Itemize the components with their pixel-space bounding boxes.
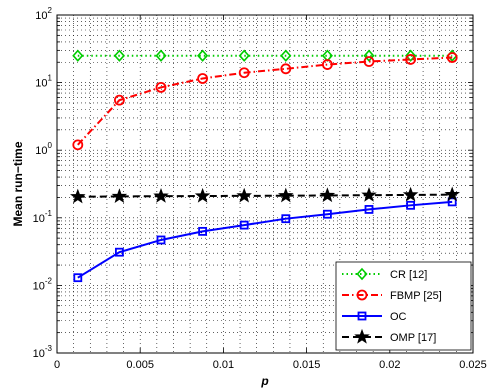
data-point xyxy=(444,186,460,202)
data-point xyxy=(155,49,167,62)
legend-label: OC xyxy=(390,311,407,323)
data-point xyxy=(70,188,86,204)
legend-label: CR [12] xyxy=(390,269,427,281)
data-point xyxy=(447,197,457,207)
data-point xyxy=(280,63,292,75)
x-tick-label: 0.025 xyxy=(459,359,487,371)
x-tick-label: 0.015 xyxy=(293,359,321,371)
data-point xyxy=(322,209,332,219)
grid xyxy=(57,15,473,353)
y-axis-label: Mean run−time xyxy=(11,141,25,226)
data-point xyxy=(363,49,375,62)
x-axis-label: p xyxy=(260,374,268,388)
y-tick-label: 102 xyxy=(35,6,52,22)
y-tick-label: 10-1 xyxy=(33,209,53,225)
series-2 xyxy=(73,197,457,283)
legend-marker xyxy=(356,289,368,301)
legend: CR [12] FBMP [25] OC OMP [17] xyxy=(335,261,472,351)
data-point xyxy=(319,187,336,203)
y-tick-label: 100 xyxy=(35,141,52,157)
data-point xyxy=(197,49,209,62)
data-point xyxy=(402,186,419,202)
data-point xyxy=(198,226,208,236)
plot-frame xyxy=(56,14,474,354)
series-3 xyxy=(70,186,460,204)
data-point xyxy=(361,187,377,202)
data-point xyxy=(405,54,417,65)
data-point xyxy=(238,49,250,62)
data-point xyxy=(278,187,294,203)
y-tick-label: 10-3 xyxy=(33,344,53,360)
data-point xyxy=(194,187,211,203)
data-point xyxy=(405,49,417,62)
data-point xyxy=(281,214,291,224)
legend-marker xyxy=(354,328,370,344)
data-point xyxy=(155,81,167,93)
data-point xyxy=(156,235,166,245)
y-tick-label: 101 xyxy=(35,74,52,90)
data-point xyxy=(72,49,84,62)
data-point xyxy=(114,94,125,106)
data-point xyxy=(239,220,249,230)
data-point xyxy=(111,188,128,204)
data-point xyxy=(73,273,83,283)
data-point xyxy=(280,49,292,62)
data-point xyxy=(446,52,458,63)
legend-marker xyxy=(356,267,368,281)
x-tick-label: 0 xyxy=(54,359,60,371)
data-point xyxy=(197,73,209,84)
x-tick-label: 0.01 xyxy=(213,359,234,371)
series-line xyxy=(77,193,453,198)
series-layer xyxy=(70,49,460,283)
series-line xyxy=(77,56,453,146)
data-point xyxy=(321,59,333,70)
data-point xyxy=(238,67,250,79)
data-point xyxy=(236,187,252,203)
x-tick-label: 0.02 xyxy=(379,359,400,371)
data-point xyxy=(115,247,124,257)
data-point xyxy=(406,200,416,210)
x-tick-label: 0.005 xyxy=(126,359,154,371)
legend-box xyxy=(335,261,472,351)
y-tick-label: 10-2 xyxy=(33,276,53,292)
data-point xyxy=(153,187,169,203)
tick-labels: 0 0.005 0.01 0.015 0.02 0.025 10-3 10-2 10-1 100 1… xyxy=(33,6,487,371)
legend-label: FBMP [25] xyxy=(390,290,442,302)
data-point xyxy=(72,139,84,151)
legend-marker xyxy=(357,311,367,321)
legend-label: OMP [17] xyxy=(390,332,436,344)
axis-ticks xyxy=(56,15,474,353)
data-point xyxy=(113,49,125,62)
data-point xyxy=(363,56,375,67)
series-1 xyxy=(72,52,458,151)
data-point xyxy=(364,205,374,214)
series-line xyxy=(77,200,453,279)
